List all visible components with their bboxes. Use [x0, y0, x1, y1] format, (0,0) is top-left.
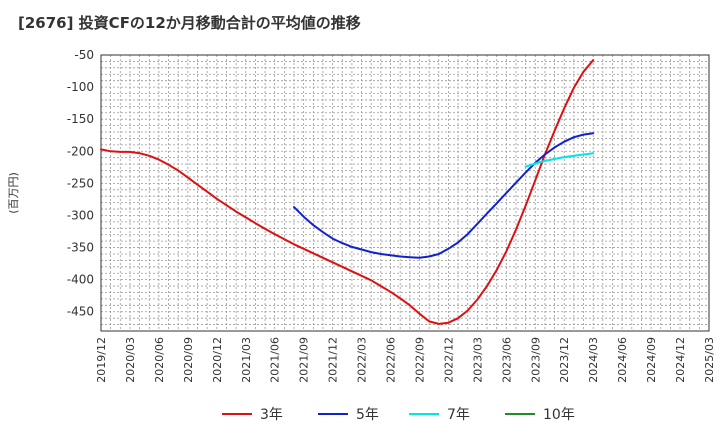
x-tick-label: 2024/09 [645, 337, 658, 383]
chart-title: [2676] 投資CFの12か月移動合計の平均値の推移 [18, 14, 361, 32]
y-tick-label: -150 [67, 112, 94, 126]
x-tick-label: 2020/09 [182, 337, 195, 383]
x-tick-label: 2022/12 [442, 337, 455, 383]
x-tick-label: 2021/06 [269, 337, 282, 383]
y-tick-label: -100 [67, 80, 94, 94]
legend-label: 3年 [260, 407, 283, 423]
y-tick-label: -250 [67, 176, 94, 190]
x-tick-label: 2021/09 [298, 337, 311, 383]
legend-label: 10年 [543, 407, 575, 423]
legend: 3年 5年 7年 10年 [222, 407, 575, 423]
y-tick-label: -300 [67, 208, 94, 222]
y-tick-label: -400 [67, 273, 94, 287]
series-line-3年 [100, 59, 595, 325]
y-axis-label: (百万円) [7, 172, 20, 214]
x-tick-label: 2023/12 [558, 337, 571, 383]
x-tick-label: 2024/03 [587, 337, 600, 383]
x-tick-label: 2025/03 [703, 337, 716, 383]
series-line-5年 [293, 132, 595, 259]
x-tick-label: 2022/06 [385, 337, 398, 383]
x-tick-label: 2019/12 [95, 337, 108, 383]
y-tick-label: -350 [67, 241, 94, 255]
x-axis: 2019/12 2020/03 2020/06 2020/09 2020/12 2021/… [95, 337, 716, 383]
x-tick-label: 2020/03 [124, 337, 137, 383]
y-axis: -50 -100 -150 -200 -250 -300 -350 -400 -450 [67, 48, 94, 319]
x-tick-label: 2023/06 [500, 337, 513, 383]
x-tick-label: 2022/03 [356, 337, 369, 383]
x-tick-label: 2020/12 [211, 337, 224, 383]
y-tick-label: -200 [67, 144, 94, 158]
legend-label: 7年 [447, 407, 470, 423]
x-tick-label: 2022/09 [413, 337, 426, 383]
y-tick-label: -450 [67, 305, 94, 319]
x-tick-label: 2024/12 [674, 337, 687, 383]
x-tick-label: 2023/03 [471, 337, 484, 383]
x-tick-label: 2021/03 [240, 337, 253, 383]
x-tick-label: 2024/06 [616, 337, 629, 383]
x-tick-label: 2021/12 [327, 337, 340, 383]
legend-label: 5年 [356, 407, 379, 423]
plot-background [101, 55, 709, 331]
x-tick-label: 2020/06 [153, 337, 166, 383]
y-tick-label: -50 [74, 48, 94, 62]
series-line-7年 [524, 152, 595, 168]
series-lines [100, 59, 595, 325]
plot-border [100, 54, 710, 332]
x-tick-label: 2023/09 [529, 337, 542, 383]
